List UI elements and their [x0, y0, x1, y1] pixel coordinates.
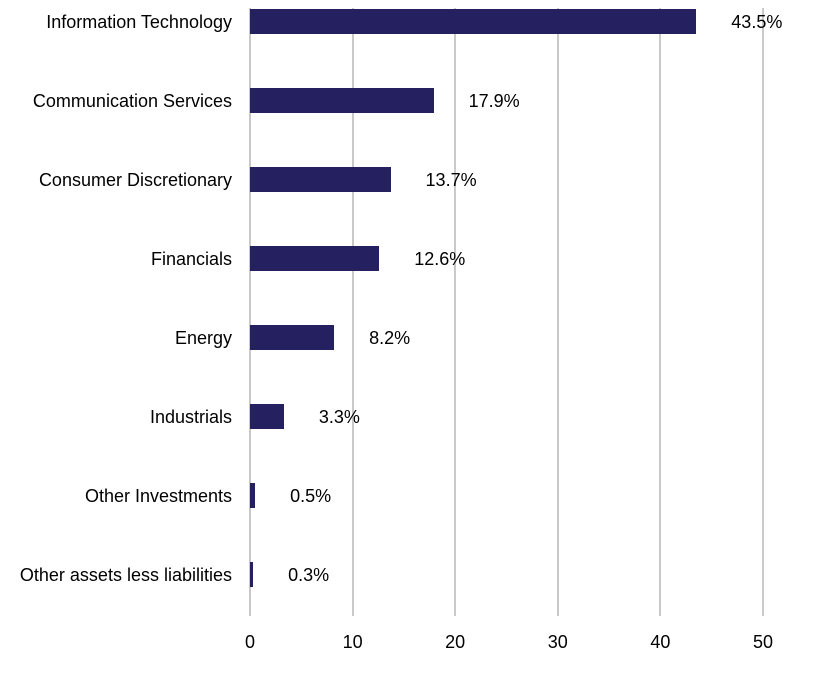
value-label: 43.5% — [731, 11, 783, 32]
bar-segment — [250, 325, 335, 350]
category-label: Other assets less liabilities — [19, 564, 232, 585]
bar-segment — [250, 562, 254, 587]
category-label: Financials — [150, 248, 232, 269]
value-label: 3.3% — [318, 406, 360, 427]
x-tick-label: 10 — [342, 632, 363, 652]
gridline-50 — [762, 8, 764, 616]
category-label: Industrials — [149, 406, 232, 427]
value-label: 17.9% — [468, 90, 520, 111]
x-tick-label: 50 — [752, 632, 774, 652]
x-tick-label: 20 — [445, 632, 466, 652]
bar-segment — [250, 9, 697, 34]
bar-segment — [250, 246, 380, 271]
value-label: 12.6% — [414, 248, 466, 269]
category-label: Information Technology — [46, 11, 232, 32]
value-label: 0.5% — [290, 485, 332, 506]
gridline-10 — [351, 8, 354, 616]
gridline-40 — [659, 8, 662, 616]
category-label: Other Investments — [84, 485, 232, 506]
gridline-0 — [249, 8, 251, 616]
gridline-20 — [454, 8, 457, 616]
gridline-30 — [556, 8, 559, 616]
value-label: 0.3% — [288, 564, 330, 585]
x-tick-label: 30 — [547, 632, 568, 652]
category-label: Communication Services — [32, 90, 232, 111]
x-tick-label: 40 — [650, 632, 671, 652]
bar-segment — [250, 88, 434, 113]
x-tick-label: 0 — [244, 632, 255, 652]
bar-segment — [250, 404, 284, 429]
value-label: 8.2% — [369, 327, 411, 348]
bar-segment — [250, 483, 256, 508]
bar-segment — [250, 167, 391, 192]
category-label: Energy — [174, 327, 232, 348]
category-label: Consumer Discretionary — [38, 169, 232, 190]
value-label: 13.7% — [425, 169, 477, 190]
